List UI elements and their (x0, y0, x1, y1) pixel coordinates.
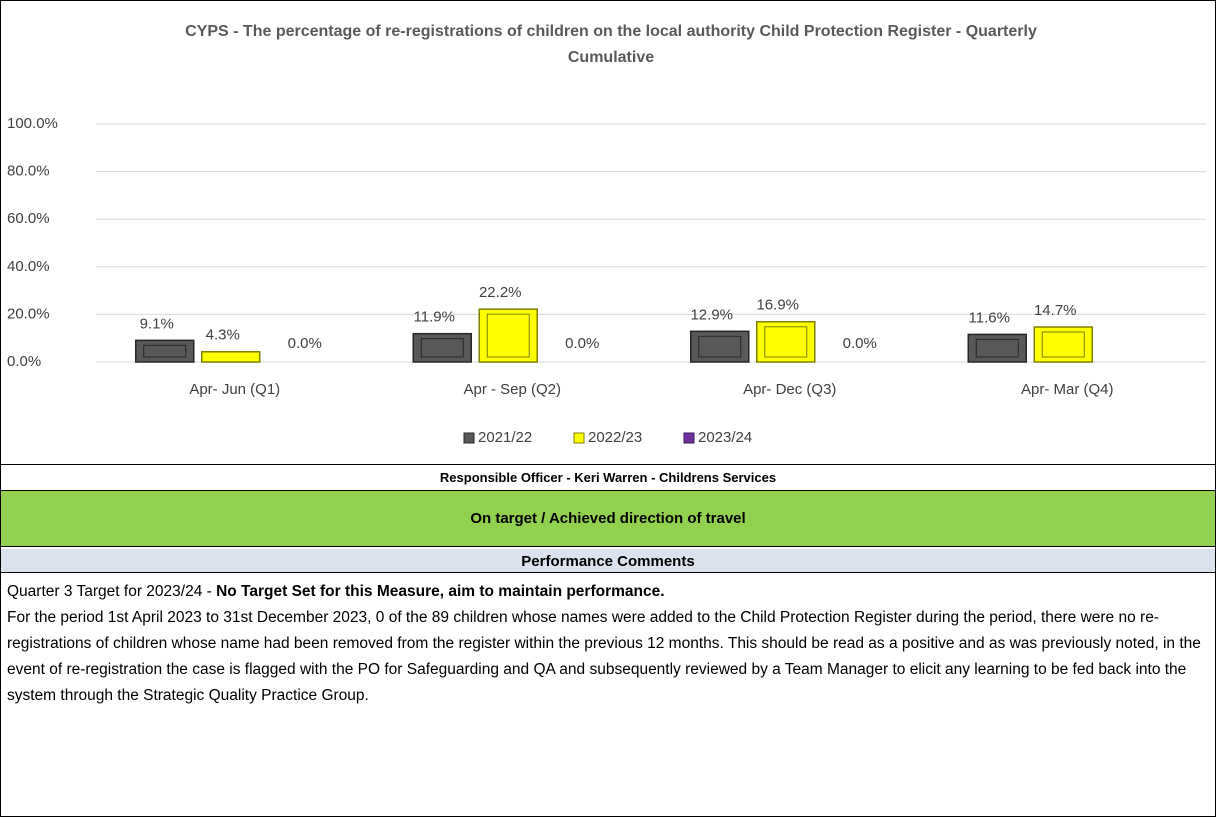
bar-bevel (1041, 331, 1085, 358)
bar (756, 321, 816, 363)
bar-bevel (975, 338, 1019, 358)
legend-swatch (573, 432, 585, 444)
target-prefix: Quarter 3 Target for 2023/24 - (7, 583, 217, 600)
data-label: 14.7% (1034, 302, 1077, 319)
chart: 0.0% 20.0% 40.0% 60.0% 80.0% 100.0% Apr- Jun (… (7, 115, 1206, 446)
chart-area: CYPS - The percentage of re-registration… (1, 1, 1215, 465)
bar-bevel (420, 338, 464, 358)
y-tick-label: 100.0% (7, 115, 58, 132)
data-label: 4.3% (206, 327, 240, 344)
comments: Quarter 3 Target for 2023/24 - No Target… (1, 573, 1215, 715)
data-label: 11.6% (969, 309, 1010, 326)
bar (967, 333, 1027, 363)
data-label: 0.0% (843, 335, 877, 352)
data-label: 11.9% (414, 309, 455, 326)
y-tick-label: 20.0% (7, 305, 50, 322)
bar (478, 308, 538, 363)
bar-bevel (764, 326, 808, 358)
bar-bevel (698, 335, 742, 358)
target-bold: No Target Set for this Measure, aim to m… (216, 583, 665, 600)
x-tick-label: Apr - Sep (Q2) (463, 381, 561, 398)
bar (1033, 326, 1093, 363)
y-tick-label: 80.0% (7, 163, 50, 180)
x-tick-label: Apr- Dec (Q3) (743, 381, 836, 398)
bar (412, 332, 472, 363)
officer: Responsible Officer - Keri Warren - Chil… (1, 465, 1215, 491)
legend-label: 2023/24 (698, 429, 752, 446)
data-label: 12.9% (690, 306, 733, 323)
legend-swatch (683, 432, 695, 444)
comments-body: For the period 1st April 2023 to 31st De… (7, 609, 1201, 704)
bar (135, 339, 195, 363)
target-line: Quarter 3 Target for 2023/24 - No Target… (7, 579, 1209, 605)
bar-bevel (143, 344, 187, 358)
data-label: 9.1% (140, 315, 174, 332)
bar (201, 351, 261, 363)
legend-swatch (463, 432, 475, 444)
data-label: 16.9% (756, 297, 799, 314)
bar-bevel (486, 313, 530, 358)
data-label: 0.0% (565, 335, 599, 352)
data-label: 22.2% (479, 284, 522, 301)
x-tick-label: Apr- Mar (Q4) (1021, 381, 1114, 398)
comments-heading: Performance Comments (1, 547, 1215, 573)
status: On target / Achieved direction of travel (1, 491, 1215, 547)
chart-title: CYPS - The percentage of re-registration… (185, 23, 1037, 66)
legend-label: 2022/23 (588, 429, 642, 446)
y-tick-label: 40.0% (7, 258, 50, 275)
x-tick-label: Apr- Jun (Q1) (189, 381, 280, 398)
legend-label: 2021/22 (478, 429, 532, 446)
data-label: 0.0% (288, 335, 322, 352)
y-tick-label: 60.0% (7, 210, 50, 227)
y-tick-label: 0.0% (7, 353, 41, 370)
